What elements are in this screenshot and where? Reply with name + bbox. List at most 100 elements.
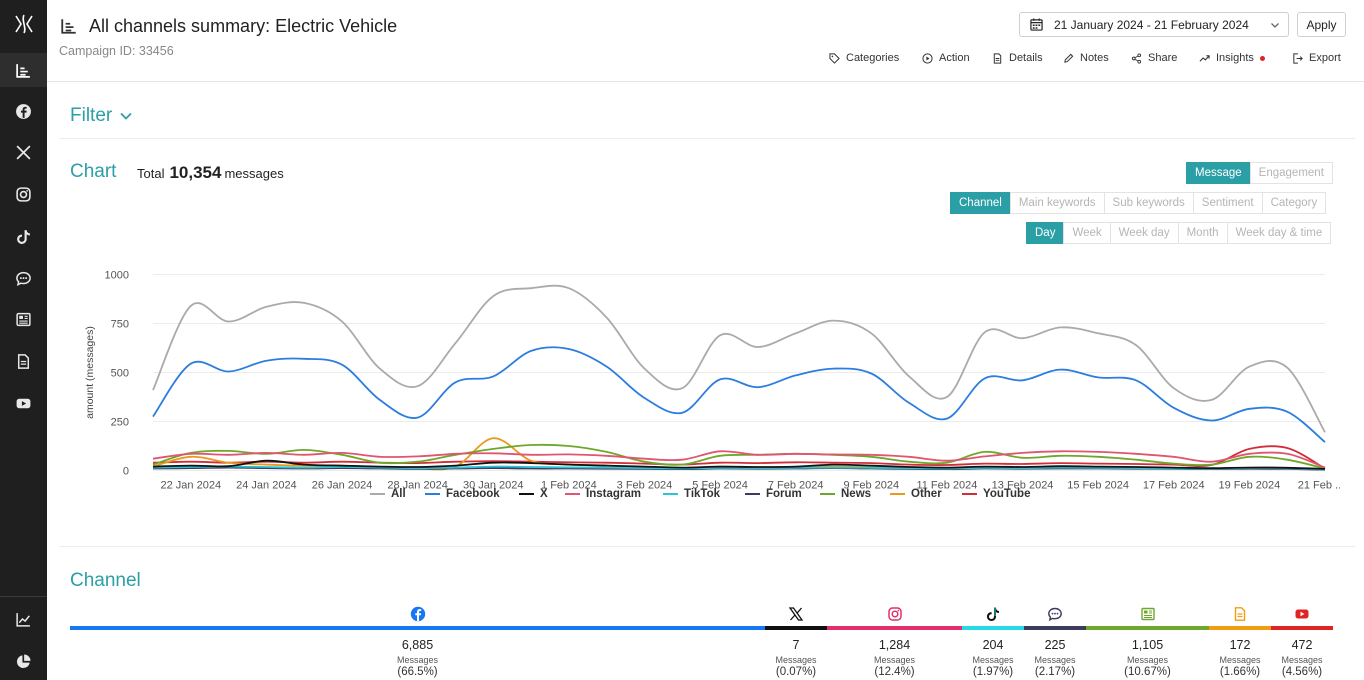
tab-week[interactable]: Week [1063,222,1111,244]
x-tick-label: 9 Feb 2024 [843,480,899,492]
sidebar-item-news[interactable] [0,302,47,336]
channel-value-youtube: 472 [1291,638,1313,652]
x-tick-label: 21 Feb ... [1298,480,1340,492]
document-icon [1232,606,1248,622]
legend-label: X [540,488,548,500]
section-divider [59,546,1355,547]
channel-percent-instagram: (12.4%) [874,666,915,678]
chat-icon [1047,606,1063,622]
share-button[interactable]: Share [1131,52,1177,64]
line-chart: 0 250 500 750 1000 amount (messages) 22 Jan 20… [84,270,1340,492]
legend-label: YouTube [983,488,1031,500]
channel-value-news: 1,105 [1131,638,1164,652]
tab-month[interactable]: Month [1177,222,1228,244]
sidebar-item-other[interactable] [0,344,47,378]
chevron-down-icon [120,112,132,120]
legend-item-all[interactable]: All [370,488,406,500]
notes-button[interactable]: Notes [1063,52,1109,64]
legend-item-x[interactable]: X [519,488,548,500]
play-circle-icon [922,52,933,64]
tab-sub-keywords[interactable]: Sub keywords [1103,192,1194,214]
sidebar-item-summary[interactable] [0,53,47,87]
metric-toggle: Message Engagement [1186,162,1333,184]
legend-item-tiktok[interactable]: TikTok [663,488,720,500]
share-icon [1131,52,1142,64]
channel-bar-news [1086,626,1209,630]
logo[interactable] [0,0,47,48]
chat-icon [16,271,31,286]
section-divider [59,138,1355,139]
facebook-icon [16,103,31,119]
legend-item-forum[interactable]: Forum [745,488,802,500]
export-icon [1293,52,1303,64]
legend-swatch [370,493,385,495]
channel-percent-tiktok: (1.97%) [972,666,1014,678]
sidebar-item-instagram[interactable] [0,177,47,211]
categories-label: Categories [846,52,900,64]
tab-message[interactable]: Message [1186,162,1251,184]
tab-week-day-time[interactable]: Week day & time [1226,222,1332,244]
sidebar-item-facebook[interactable] [0,94,47,128]
youtube-icon [1294,606,1310,622]
total-messages: Total 10,354 messages [137,163,284,183]
period-toggle: Day Week Week day Month Week day & time [1026,222,1332,244]
legend-label: TikTok [684,488,720,500]
series-line-tiktok [152,465,1326,471]
sidebar-item-trends[interactable] [0,602,47,636]
x-tick-label: 13 Feb 2024 [992,480,1054,492]
details-button[interactable]: Details [992,52,1043,64]
legend-label: Other [911,488,942,500]
news-icon [16,312,31,326]
trend-icon [1199,54,1210,62]
total-value: 10,354 [169,163,222,182]
channel-bar-facebook [70,626,765,630]
channel-bar-forum [1024,626,1086,630]
legend-item-facebook[interactable]: Facebook [425,488,500,500]
sidebar-item-youtube[interactable] [0,386,47,420]
series-line-instagram [152,450,1326,469]
legend-label: News [841,488,872,500]
channel-percent-facebook: (66.5%) [397,666,438,678]
legend-item-news[interactable]: News [820,488,871,500]
channel-messages-label: Messages [1034,655,1076,665]
sidebar-item-x[interactable] [0,135,47,169]
tab-category[interactable]: Category [1261,192,1327,214]
legend-item-other[interactable]: Other [890,488,942,500]
tab-main-keywords[interactable]: Main keywords [1009,192,1105,214]
pencil-icon [1064,53,1074,63]
sidebar-item-tiktok[interactable] [0,219,47,253]
x-tick-label: 26 Jan 2024 [312,480,373,492]
total-unit: messages [224,166,284,181]
tab-day[interactable]: Day [1026,222,1065,244]
tab-sentiment[interactable]: Sentiment [1192,192,1263,214]
sidebar-item-forum[interactable] [0,261,47,295]
insights-button[interactable]: Insights [1199,52,1265,64]
channel-percent-other: (1.66%) [1219,666,1261,678]
categories-button[interactable]: Categories [829,52,899,64]
channel-messages-label: Messages [972,655,1014,665]
x-tick-label: 22 Jan 2024 [161,480,222,492]
x-tick-label: 17 Feb 2024 [1143,480,1205,492]
action-button[interactable]: Action [922,52,970,64]
date-range-picker[interactable]: 21 January 2024 - 21 February 2024 [1019,12,1289,37]
page-header: All channels summary: Electric Vehicle C… [47,0,1364,82]
tab-week-day[interactable]: Week day [1109,222,1179,244]
tab-engagement[interactable]: Engagement [1249,162,1333,184]
logo-mark [14,14,33,34]
sidebar [0,0,47,680]
dimension-toggle: Channel Main keywords Sub keywords Senti… [950,192,1327,214]
legend-swatch [820,493,835,495]
legend-item-youtube[interactable]: YouTube [962,488,1030,500]
sidebar-item-breakdown[interactable] [0,644,47,678]
legend-item-instagram[interactable]: Instagram [565,488,641,500]
tab-channel[interactable]: Channel [950,192,1011,214]
news-icon [1140,606,1156,622]
apply-button[interactable]: Apply [1297,12,1346,37]
export-label: Export [1309,52,1341,64]
filter-toggle[interactable]: Filter [70,105,133,127]
notes-label: Notes [1080,52,1109,64]
channel-messages-label: Messages [1281,655,1323,665]
export-button[interactable]: Export [1292,52,1341,64]
legend-swatch [745,493,760,495]
y-tick-label: 250 [111,417,129,429]
